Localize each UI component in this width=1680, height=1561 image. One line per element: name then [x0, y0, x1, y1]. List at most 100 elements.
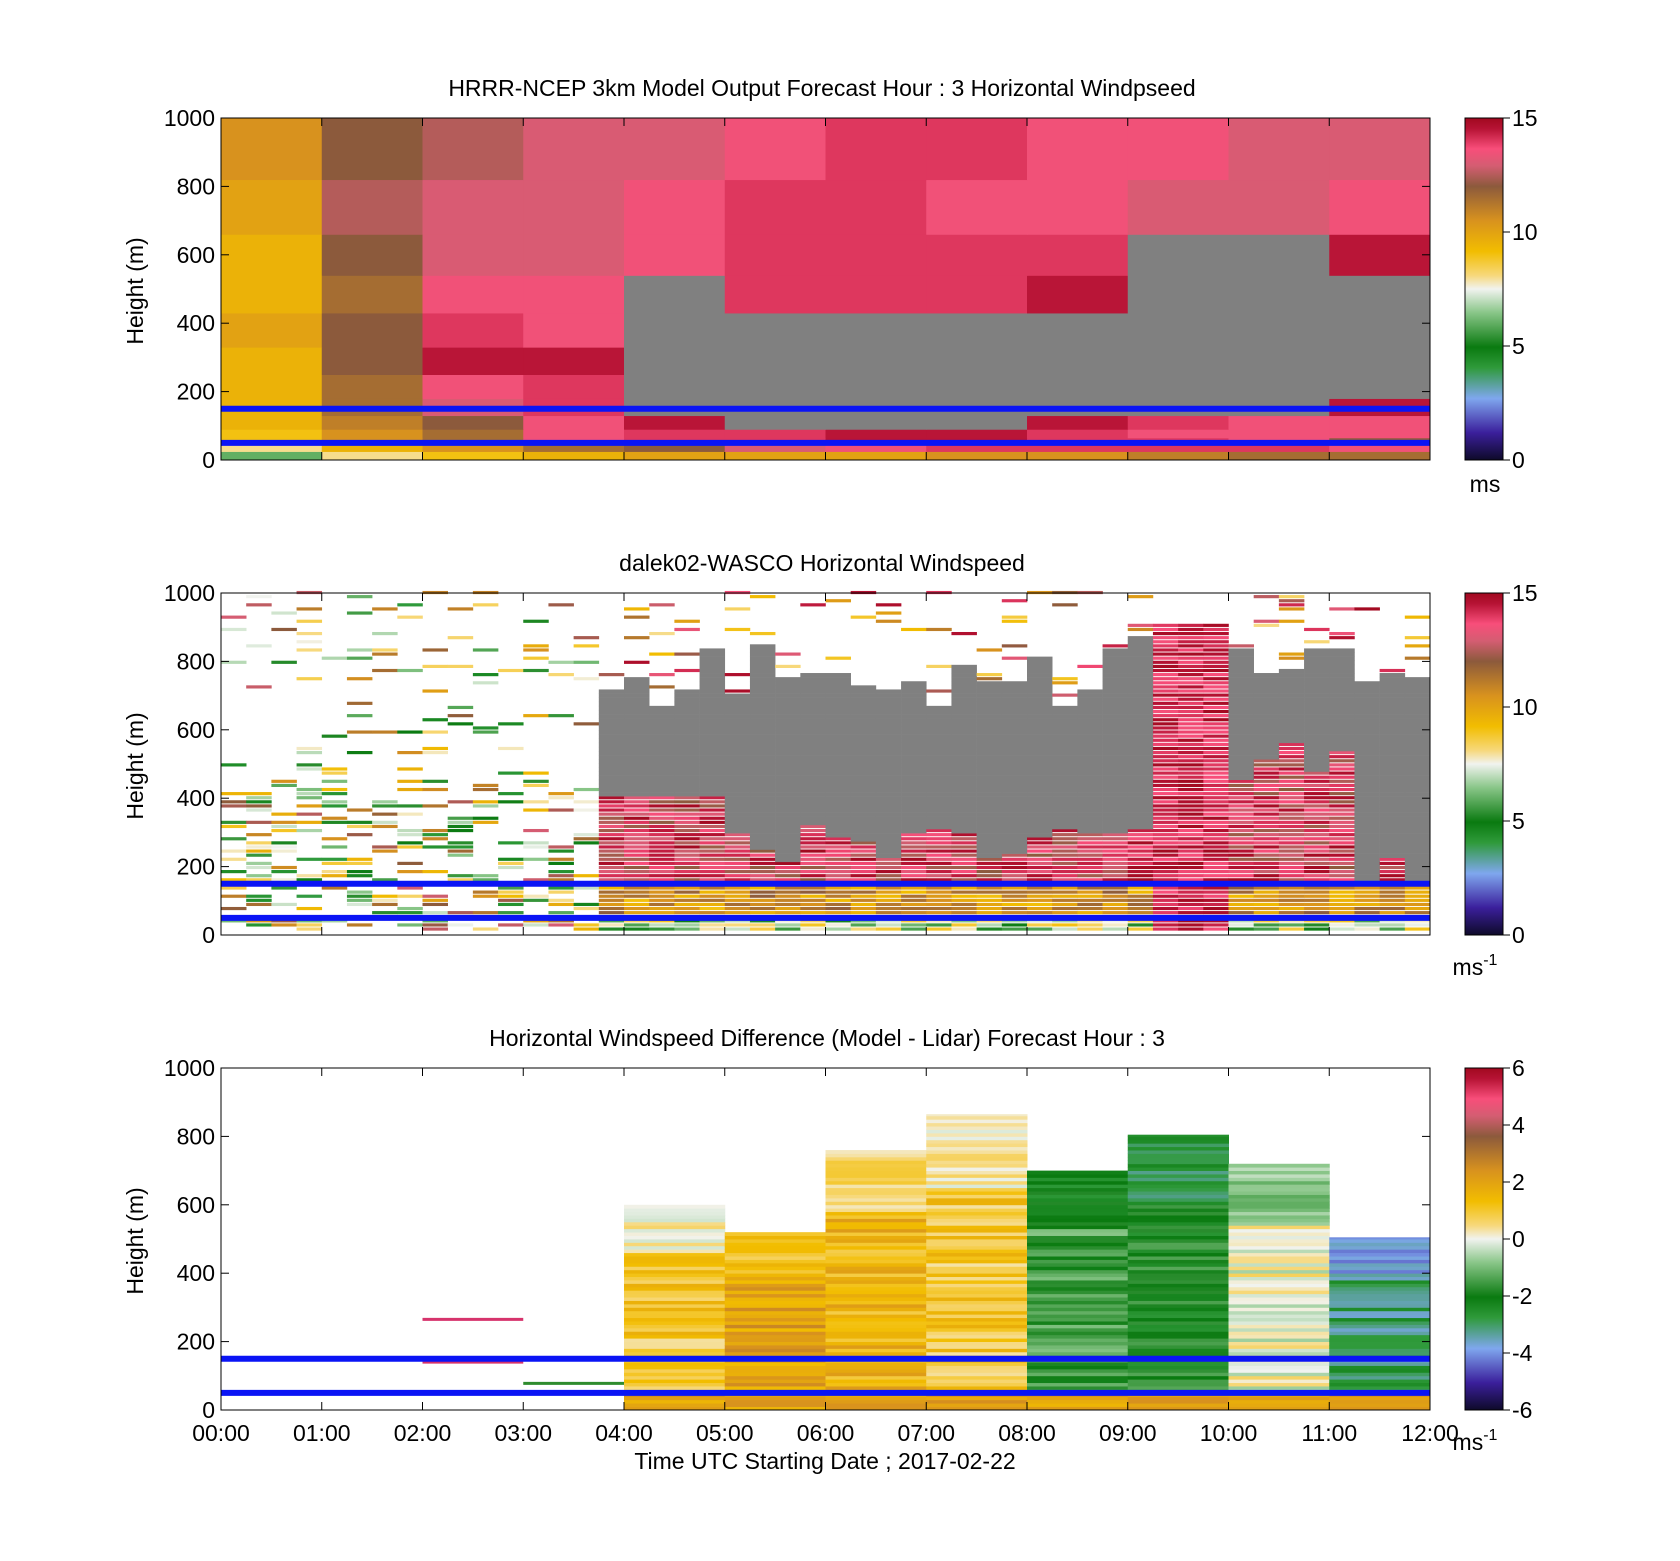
heatmap-cell: [346, 648, 373, 652]
heatmap-cell: [624, 1399, 726, 1404]
heatmap-cell: [1027, 792, 1053, 797]
heatmap-cell: [1178, 714, 1204, 718]
heatmap-cell: [800, 816, 826, 822]
heatmap-cell: [498, 923, 524, 927]
heatmap-cell: [825, 902, 851, 907]
heatmap-cell: [926, 1143, 1028, 1148]
heatmap-cell: [1253, 714, 1280, 719]
heatmap-cell: [699, 693, 726, 698]
heatmap-cell: [372, 812, 398, 816]
heatmap-cell: [825, 1153, 927, 1158]
heatmap-cell: [221, 870, 247, 874]
heatmap-cell: [1253, 718, 1280, 723]
heatmap-cell: [624, 722, 650, 727]
heatmap-cell: [1152, 767, 1179, 771]
heatmap-cell: [724, 1249, 826, 1254]
heatmap-cell: [1203, 833, 1229, 837]
colorbar-tick-label: 0: [1512, 922, 1525, 948]
heatmap-cell: [1203, 792, 1229, 796]
heatmap-cell: [1278, 755, 1305, 759]
heatmap-cell: [1178, 644, 1204, 648]
heatmap-cell: [1027, 1338, 1129, 1342]
heatmap-cell: [724, 347, 826, 375]
heatmap-cell: [850, 927, 877, 931]
heatmap-cell: [1404, 796, 1431, 801]
heatmap-cell: [372, 902, 398, 907]
heatmap-cell: [372, 631, 398, 636]
heatmap-cell: [624, 878, 650, 882]
heatmap-cell: [1077, 755, 1103, 760]
heatmap-cell: [775, 685, 801, 690]
heatmap-cell: [1127, 1375, 1229, 1380]
heatmap-cell: [1102, 870, 1129, 874]
heatmap-cell: [346, 656, 373, 660]
heatmap-cell: [1253, 824, 1280, 829]
heatmap-cell: [447, 911, 474, 915]
heatmap-cell: [321, 886, 348, 890]
heatmap-cell: [422, 804, 448, 808]
heatmap-cell: [825, 1160, 927, 1165]
heatmap-cell: [649, 902, 675, 907]
heatmap-cell: [296, 820, 323, 824]
heatmap-cell: [1329, 742, 1355, 748]
heatmap-cell: [221, 837, 247, 841]
heatmap-cell: [1404, 865, 1431, 871]
heatmap-cell: [1354, 874, 1380, 879]
heatmap-cell: [1228, 1283, 1330, 1288]
heatmap-cell: [951, 751, 977, 756]
heatmap-cell: [1379, 911, 1406, 915]
heatmap-cell: [624, 824, 650, 829]
heatmap-cell: [951, 681, 977, 686]
heatmap-cell: [1152, 718, 1179, 722]
heatmap-cell: [1127, 429, 1229, 439]
heatmap-cell: [951, 824, 977, 830]
heatmap-cell: [1354, 755, 1380, 760]
heatmap-cell: [598, 824, 625, 829]
heatmap-cell: [1228, 1218, 1330, 1223]
heatmap-cell: [1329, 1403, 1431, 1407]
heatmap-cell: [699, 746, 726, 752]
heatmap-cell: [397, 923, 423, 927]
heatmap-cell: [926, 1221, 1028, 1226]
heatmap-cell: [548, 849, 574, 853]
heatmap-cell: [1127, 787, 1154, 793]
heatmap-cell: [422, 648, 448, 652]
heatmap-cell: [775, 792, 801, 797]
heatmap-cell: [1027, 874, 1053, 878]
heatmap-cell: [1077, 693, 1103, 698]
heatmap-cell: [598, 890, 625, 894]
heatmap-cell: [1354, 783, 1380, 789]
heatmap-cell: [397, 894, 423, 898]
heatmap-cell: [271, 611, 297, 615]
heatmap-cell: [926, 1191, 1028, 1195]
heatmap-cell: [1077, 861, 1103, 865]
heatmap-cell: [321, 857, 348, 861]
heatmap-cell: [825, 1184, 927, 1189]
heatmap-cell: [674, 861, 700, 865]
heatmap-cell: [1379, 886, 1406, 890]
heatmap-cell: [976, 705, 1003, 711]
heatmap-cell: [1228, 730, 1254, 735]
heatmap-cell: [775, 853, 801, 859]
heatmap-cell: [775, 714, 801, 719]
heatmap-cell: [951, 693, 977, 698]
heatmap-cell: [875, 861, 902, 865]
heatmap-cell: [624, 1269, 726, 1274]
heatmap-cell: [649, 755, 675, 760]
heatmap-cell: [926, 755, 952, 760]
heatmap-cell: [1001, 701, 1028, 707]
heatmap-cell: [1329, 1321, 1431, 1325]
heatmap-cell: [1404, 911, 1431, 915]
heatmap-cell: [1404, 890, 1431, 894]
heatmap-cell: [724, 1286, 826, 1291]
heatmap-cell: [498, 841, 524, 845]
heatmap-cell: [926, 1232, 1028, 1236]
heatmap-cell: [1329, 1273, 1431, 1278]
heatmap-cell: [850, 771, 877, 776]
heatmap-cell: [1228, 1406, 1330, 1411]
heatmap-cell: [1027, 312, 1129, 348]
heatmap-cell: [1329, 374, 1431, 399]
heatmap-cell: [1127, 714, 1154, 719]
heatmap-cell: [1404, 767, 1431, 772]
heatmap-cell: [1304, 911, 1330, 915]
